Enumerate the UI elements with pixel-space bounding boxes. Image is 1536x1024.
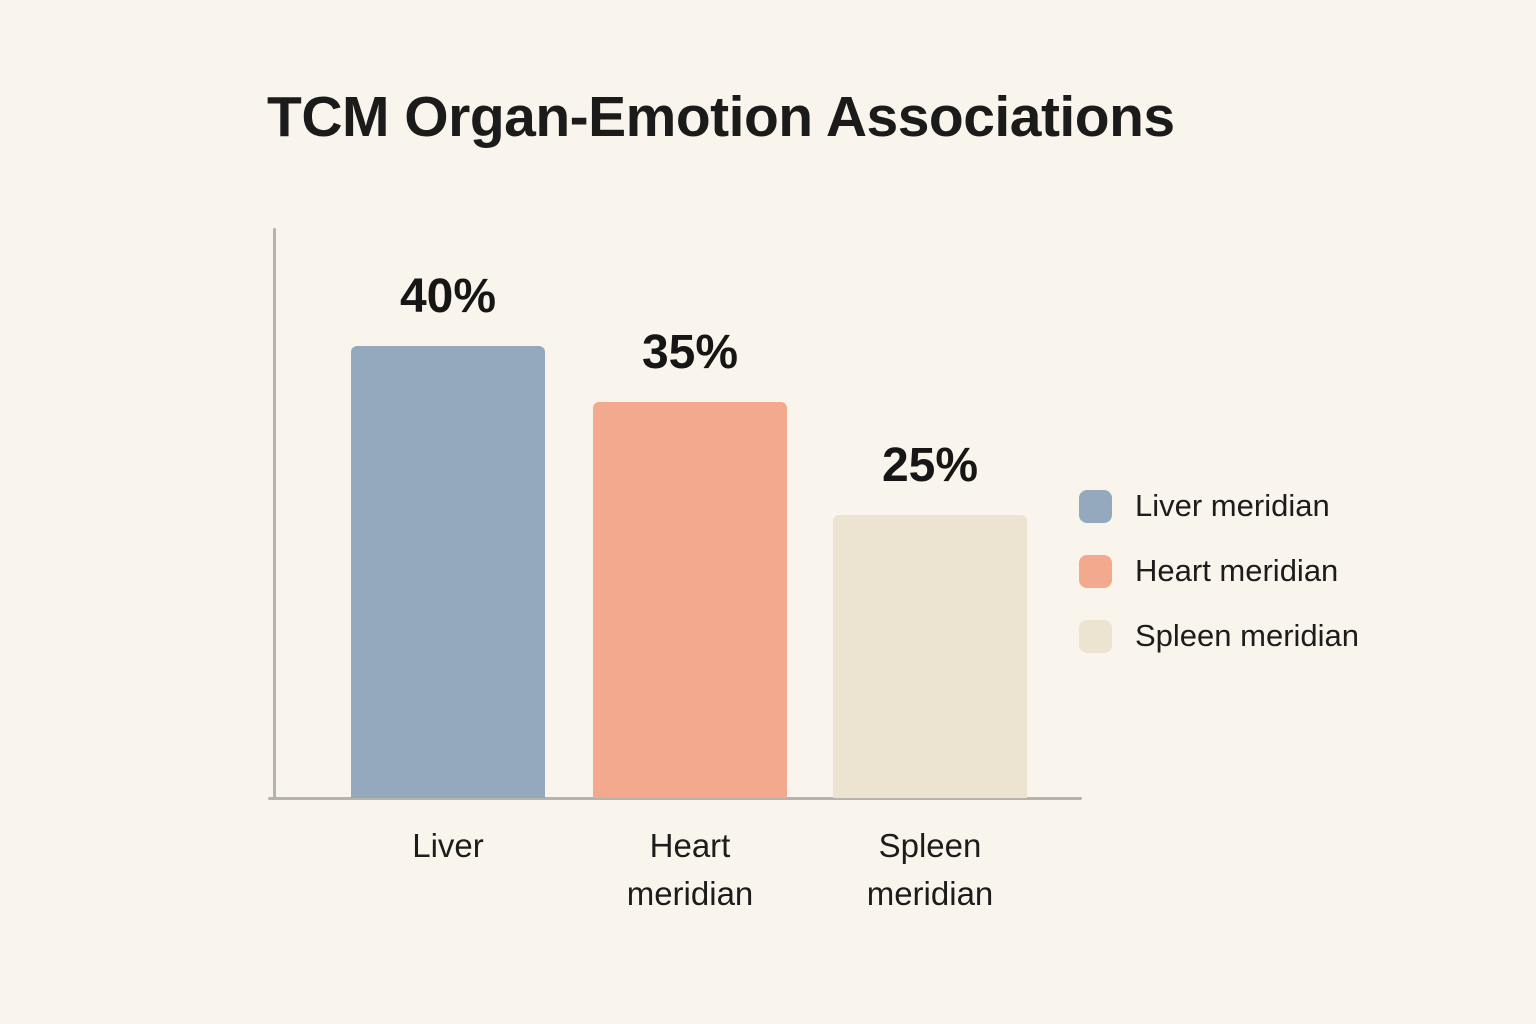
bar-group-heart: 35% — [593, 325, 787, 798]
legend-row-liver: Liver meridian — [1079, 486, 1359, 526]
y-axis-line — [273, 228, 276, 800]
bar-liver — [351, 346, 545, 798]
legend-label-heart: Heart meridian — [1135, 553, 1339, 588]
legend-row-heart: Heart meridian — [1079, 551, 1359, 591]
x-tick-heart-meridian: Heart meridian — [626, 827, 754, 912]
bar-spleen — [833, 515, 1027, 798]
legend-label-liver: Liver meridian — [1135, 488, 1330, 523]
bar-value-label: 35% — [641, 326, 739, 379]
legend-swatch-liver — [1079, 489, 1112, 523]
bar-group-spleen: 25% — [833, 438, 1027, 798]
bar-value-label: 25% — [881, 439, 979, 492]
legend-swatch-spleen — [1079, 619, 1112, 653]
x-tick-liver: Liver — [412, 827, 484, 864]
legend-label-spleen: Spleen meridian — [1135, 618, 1360, 653]
legend: Liver meridian Heart meridian Spleen mer… — [1079, 486, 1359, 656]
bar-value-label: 40% — [399, 270, 497, 323]
x-axis-line — [268, 797, 1082, 800]
bar-heart — [593, 402, 787, 798]
bar-group-liver: 40% — [351, 269, 545, 798]
x-tick-spleen-meridian: Spleen meridian — [866, 827, 994, 912]
legend-swatch-heart — [1079, 554, 1112, 588]
legend-row-spleen: Spleen meridian — [1079, 616, 1359, 656]
chart-title: TCM Organ-Emotion Associations — [267, 85, 1175, 149]
